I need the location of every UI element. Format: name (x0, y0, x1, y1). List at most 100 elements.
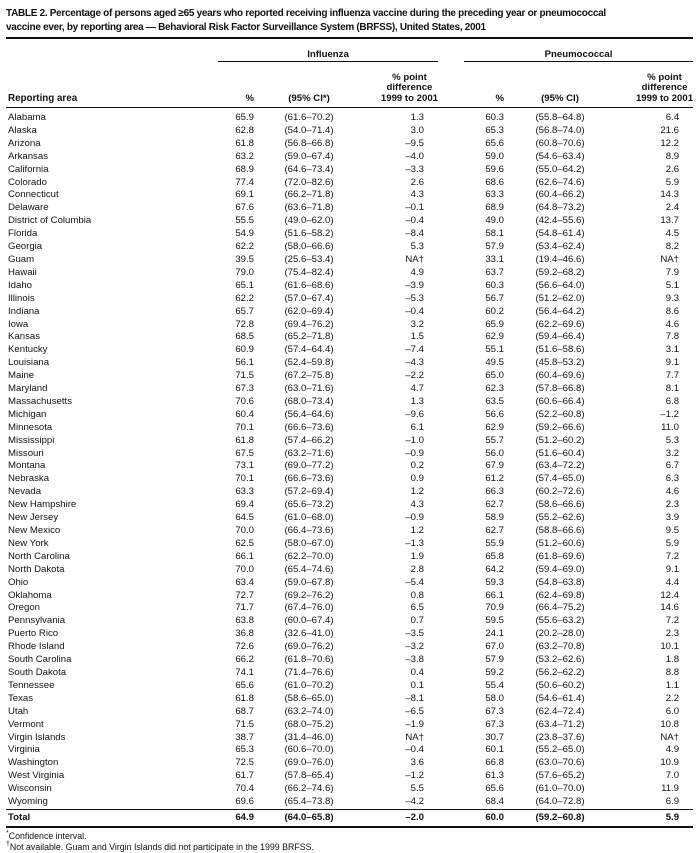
table-body: Alabama 65.9 (61.6–70.2) 1.3 60.3 (55.8–… (6, 108, 693, 810)
spacer-cell (438, 602, 464, 615)
cell-reporting-area: Maryland (8, 383, 48, 395)
cell-pneu-ci: (59.2–68.2) (535, 266, 585, 278)
spacer-cell (438, 654, 464, 667)
cell-pneu-diff: 2.2 (665, 692, 680, 704)
cell-pneu-diff: 9.1 (665, 357, 680, 369)
cell-flu-ci: (60.0–67.4) (284, 615, 334, 627)
cell-pneu-ci: (56.4–64.2) (535, 305, 585, 317)
cell-flu-diff: 1.9 (410, 550, 424, 562)
cell-pneu-ci: (55.6–63.2) (535, 615, 585, 627)
cell-pneu-ci: (55.0–64.2) (535, 163, 585, 175)
cell-pneu-ci: (59.4–66.4) (535, 331, 585, 343)
cell-pneu-ci: (62.2–69.6) (535, 318, 585, 330)
cell-flu-ci: (61.0–68.0) (284, 512, 334, 524)
cell-pneu-pct: 60.1 (485, 744, 504, 756)
spacer-cell (438, 61, 464, 108)
cell-flu-pct: 69.4 (235, 499, 254, 511)
cell-pneu-diff: 8.1 (665, 383, 680, 395)
spacer-cell (438, 538, 464, 551)
cell-flu-diff: –0.9 (405, 447, 424, 459)
cell-reporting-area: Delaware (8, 202, 49, 214)
cell-pneu-ci: (60.8–70.6) (535, 137, 585, 149)
cell-reporting-area: Virgin Islands (8, 731, 66, 743)
table-row: Florida 54.9 (51.6–58.2) –8.4 58.1 (54.8… (6, 228, 693, 241)
cell-flu-diff: 0.9 (410, 473, 424, 485)
cell-flu-ci: (61.6–68.6) (284, 279, 334, 291)
cell-pneu-pct: 62.3 (485, 383, 504, 395)
cell-pneu-diff: 7.2 (665, 550, 680, 562)
table-row: Colorado 77.4 (72.0–82.6) 2.6 68.6 (62.6… (6, 177, 693, 190)
cell-flu-diff: –3.5 (405, 628, 424, 640)
total-flu-diff: –2.0 (360, 808, 438, 828)
cell-pneu-ci: (56.8–74.0) (535, 124, 585, 136)
cell-pneu-diff: 5.9 (665, 176, 680, 188)
cell-flu-ci: (64.6–73.4) (284, 163, 334, 175)
cell-pneu-diff: 3.9 (665, 512, 680, 524)
spacer-cell (438, 189, 464, 202)
cell-reporting-area: Kansas (8, 331, 40, 343)
cell-flu-diff: –1.3 (405, 537, 424, 549)
spacer-cell (438, 202, 464, 215)
cell-flu-pct: 67.5 (235, 447, 254, 459)
cell-flu-pct: 68.7 (235, 705, 254, 717)
cell-pneu-ci: (62.4–72.4) (535, 705, 585, 717)
cell-pneu-pct: 68.4 (485, 796, 504, 808)
cell-pneu-ci: (19.4–46.6) (535, 253, 585, 265)
cell-reporting-area: North Carolina (8, 550, 70, 562)
cell-pneu-pct: 63.7 (485, 266, 504, 278)
cell-reporting-area: Nevada (8, 486, 42, 498)
cell-pneu-diff: 10.9 (660, 757, 680, 769)
cell-pneu-pct: 59.2 (485, 666, 504, 678)
cell-pneu-pct: 67.9 (485, 460, 504, 472)
table-row: Missouri 67.5 (63.2–71.6) –0.9 56.0 (51.… (6, 448, 693, 461)
cell-flu-ci: (59.0–67.8) (284, 576, 334, 588)
cell-reporting-area: Guam (8, 253, 35, 265)
cell-reporting-area: Alabama (8, 112, 46, 123)
cell-pneu-pct: 55.7 (485, 434, 504, 446)
cell-flu-diff: 1.5 (410, 331, 424, 343)
cell-flu-pct: 66.2 (235, 654, 254, 666)
table-row: Nevada 63.3 (57.2–69.4) 1.2 66.3 (60.2–7… (6, 486, 693, 499)
cell-pneu-pct: 65.9 (485, 318, 504, 330)
table-row: West Virginia 61.7 (57.8–65.4) –1.2 61.3… (6, 770, 693, 783)
cell-reporting-area: South Dakota (8, 666, 67, 678)
cell-reporting-area: Washington (8, 757, 59, 769)
cell-pneu-diff: 7.0 (665, 770, 680, 782)
cell-pneu-ci: (51.6–60.4) (535, 447, 585, 459)
cell-flu-ci: (61.8–70.6) (284, 654, 334, 666)
cell-pneu-pct: 62.9 (485, 331, 504, 343)
cell-flu-ci: (25.6–53.4) (284, 253, 334, 265)
cell-flu-pct: 70.4 (235, 783, 254, 795)
cell-flu-pct: 61.8 (235, 434, 254, 446)
table-row: California 68.9 (64.6–73.4) –3.3 59.6 (5… (6, 164, 693, 177)
cell-flu-ci: (65.4–74.6) (284, 563, 334, 575)
cell-pneu-pct: 68.9 (485, 202, 504, 214)
cell-reporting-area: South Carolina (8, 654, 72, 666)
cell-pneu-pct: 59.0 (485, 150, 504, 162)
table-row: Wyoming 69.6 (65.4–73.8) –4.2 68.4 (64.0… (6, 796, 693, 809)
cell-flu-diff: –1.0 (405, 434, 424, 446)
cell-flu-diff: –5.4 (405, 576, 424, 588)
spacer-cell (438, 241, 464, 254)
spacer-cell (438, 125, 464, 138)
cell-flu-diff: 4.7 (410, 383, 424, 395)
spacer-cell (438, 293, 464, 306)
cell-pneu-pct: 55.1 (485, 344, 504, 356)
cell-flu-ci: (65.2–71.8) (284, 331, 334, 343)
cell-pneu-ci: (54.8–63.8) (535, 576, 585, 588)
cell-flu-pct: 62.2 (235, 241, 254, 253)
cell-flu-ci: (66.2–71.8) (284, 189, 334, 201)
spacer-cell (438, 409, 464, 422)
cell-flu-pct: 65.7 (235, 305, 254, 317)
cell-pneu-ci: (50.6–60.2) (535, 679, 585, 691)
spacer-cell (438, 319, 464, 332)
spacer-cell (438, 138, 464, 151)
cell-flu-diff: –2.2 (405, 370, 424, 382)
table-row: Nebraska 70.1 (66.6–73.6) 0.9 61.2 (57.4… (6, 473, 693, 486)
cell-reporting-area: Kentucky (8, 344, 48, 356)
spacer-cell (438, 396, 464, 409)
cell-pneu-ci: (59.2–66.6) (535, 421, 585, 433)
total-row: Total 64.9 (64.0–65.8) –2.0 60.0 (59.2–6… (6, 808, 694, 828)
cell-flu-diff: NA† (405, 731, 424, 743)
